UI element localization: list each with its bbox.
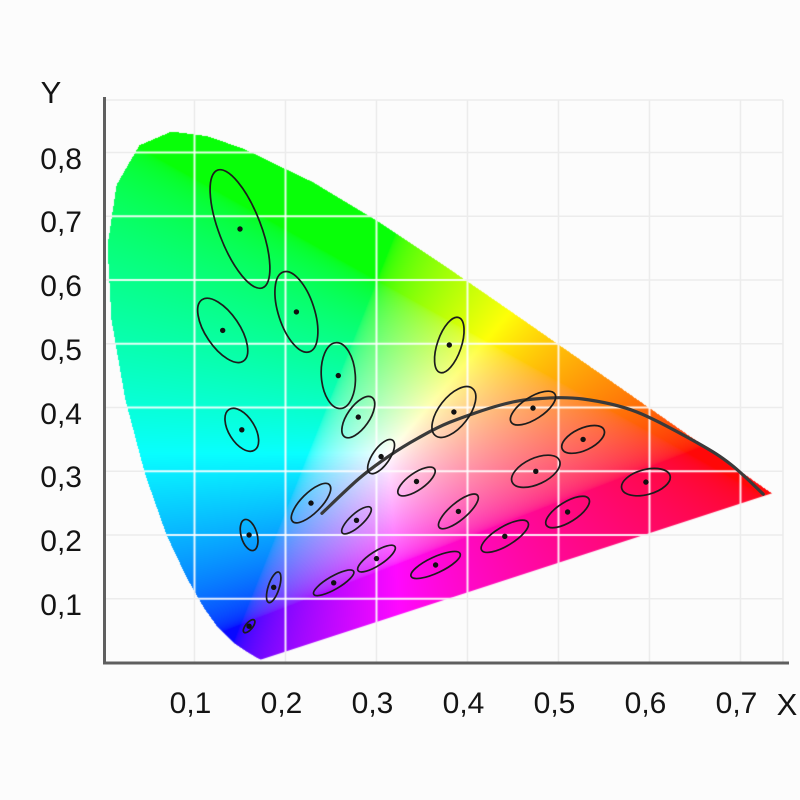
macadam-ellipse <box>509 390 557 426</box>
x-tick-label: 0,5 <box>533 687 576 720</box>
y-tick-label: 0,5 <box>40 333 82 367</box>
macadam-ellipse <box>620 467 672 497</box>
macadam-ellipse <box>265 571 282 604</box>
ellipse-center-dot <box>455 508 462 515</box>
ellipse-center-dot <box>378 453 384 460</box>
x-tick-label: 0,2 <box>260 687 303 720</box>
macadam-ellipse <box>196 297 249 364</box>
axes <box>103 97 789 665</box>
macadam-ellipse <box>560 424 606 455</box>
ellipse-center-dot <box>533 468 539 474</box>
x-tick-label: 0,1 <box>169 687 212 720</box>
y-axis-title: Y <box>40 75 62 110</box>
y-tick-label: 0,1 <box>40 588 82 622</box>
macadam-ellipse <box>396 466 437 497</box>
ellipse-center-dot <box>308 500 314 506</box>
ellipse-center-dot <box>413 478 420 485</box>
macadam-ellipse <box>209 168 271 290</box>
macadam-ellipse <box>366 438 396 475</box>
ellipse-center-dot <box>580 436 586 443</box>
macadam-ellipse <box>320 341 357 410</box>
macadam-ellipse <box>410 550 462 580</box>
macadam-ellipse <box>239 518 259 552</box>
ellipse-center-dot <box>293 309 300 315</box>
macadam-ellipse <box>274 270 319 354</box>
x-tick-label: 0,7 <box>715 687 758 720</box>
y-tick-label: 0,2 <box>40 525 82 558</box>
ellipse-center-dot <box>237 226 243 232</box>
y-tick-label: 0,3 <box>40 461 82 495</box>
macadam-ellipse <box>312 569 355 597</box>
x-tick-label: 0,6 <box>624 687 667 720</box>
macadam-ellipse <box>242 618 256 634</box>
ellipse-center-dot <box>246 532 252 538</box>
macadam-ellipse <box>437 493 480 530</box>
macadam-ellipse <box>356 544 397 573</box>
ellipse-center-dot <box>353 517 360 523</box>
macadam-ellipse <box>290 482 332 524</box>
ellipse-center-dot <box>446 342 452 348</box>
macadam-ellipse <box>510 454 561 489</box>
ellipse-center-dot <box>530 405 536 411</box>
y-tick-label: 0,4 <box>40 397 82 431</box>
ellipse-center-dot <box>432 562 439 568</box>
planckian-locus-curve <box>320 396 765 515</box>
x-tick-label: 0,4 <box>442 687 485 720</box>
macadam-ellipses <box>196 168 672 634</box>
ellipse-center-dot <box>220 327 226 334</box>
macadam-ellipse <box>433 316 465 374</box>
macadam-ellipse <box>340 395 376 439</box>
macadam-ellipse <box>224 407 260 453</box>
macadam-ellipse <box>480 519 530 554</box>
x-tick-label: 0,3 <box>351 687 394 720</box>
macadam-ellipse <box>340 505 373 535</box>
ellipse-center-dot <box>331 580 337 586</box>
ellipse-center-dot <box>502 533 508 539</box>
x-axis-title: X <box>776 687 798 722</box>
ellipse-center-dot <box>246 623 252 629</box>
ellipse-center-dot <box>643 479 649 485</box>
y-tick-label: 0,8 <box>40 142 82 176</box>
ellipse-center-dot <box>239 427 245 433</box>
y-tick-label: 0,7 <box>40 206 82 240</box>
ellipse-center-dot <box>451 409 457 415</box>
macadam-ellipse <box>544 495 591 529</box>
ellipse-center-dot <box>335 372 341 379</box>
ellipse-center-dot <box>373 555 380 562</box>
ellipse-center-dot <box>564 509 571 515</box>
y-tick-label: 0,6 <box>40 270 82 303</box>
ellipse-center-dot <box>355 414 361 420</box>
macadam-ellipse <box>431 385 477 439</box>
ellipse-center-dot <box>271 584 277 590</box>
